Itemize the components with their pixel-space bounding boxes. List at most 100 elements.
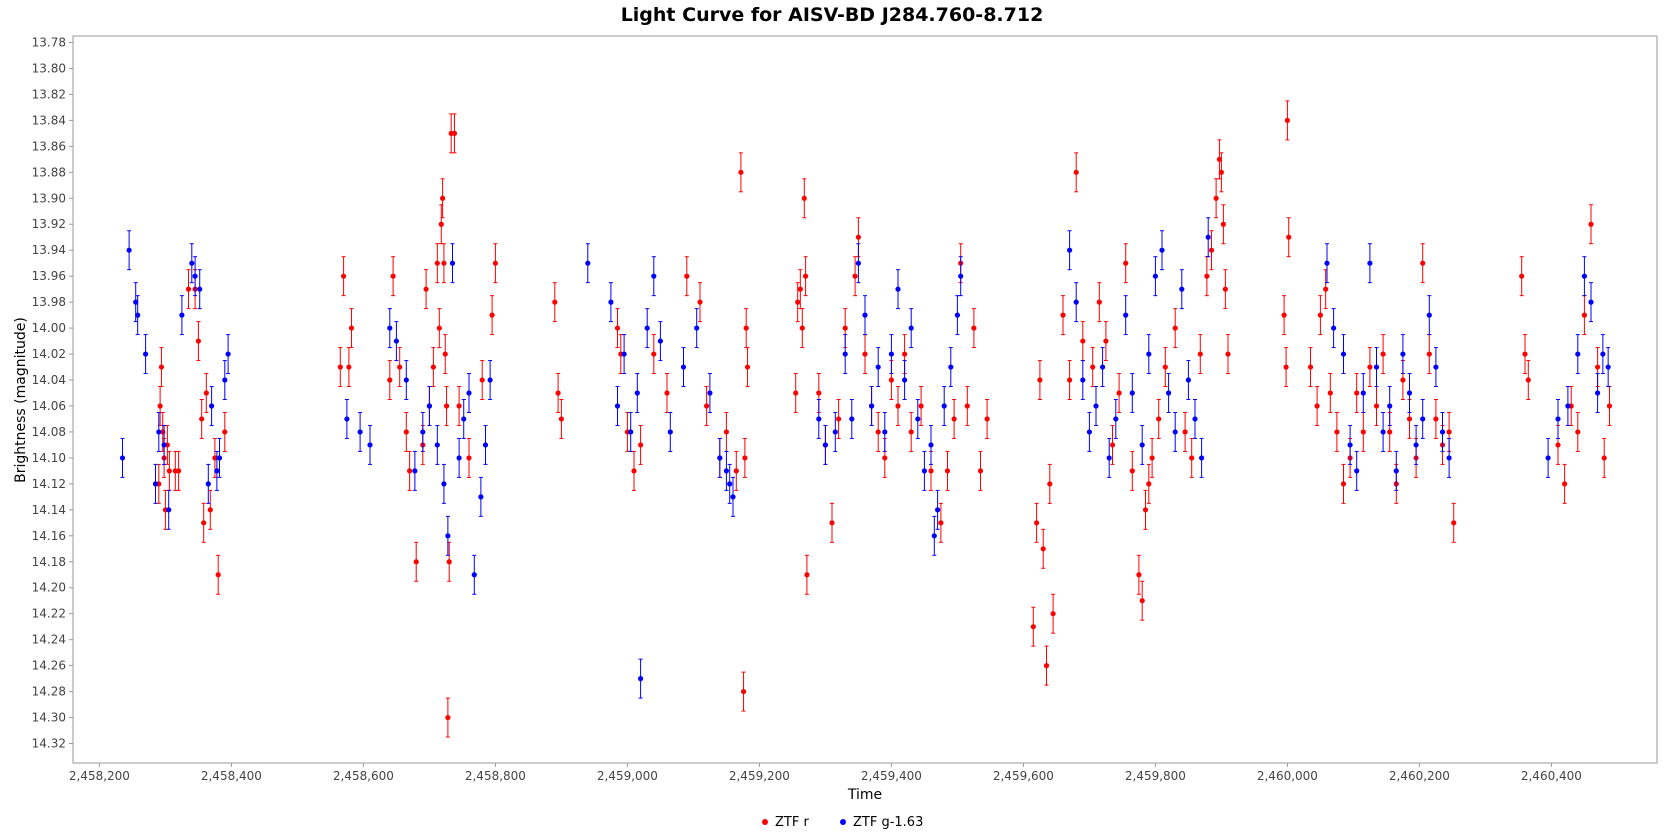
data-point <box>908 325 914 331</box>
x-tick-label: 2,460,000 <box>1257 769 1318 783</box>
data-point <box>1314 403 1320 409</box>
data-point <box>888 377 895 383</box>
data-point <box>1283 364 1289 370</box>
data-point <box>1323 286 1329 292</box>
y-tick-label: 13.86 <box>32 139 66 153</box>
y-axis-label: Brightness (magnitude) <box>13 317 29 483</box>
data-point <box>1367 364 1373 370</box>
data-point <box>1220 221 1226 227</box>
data-point <box>742 455 748 461</box>
data-point <box>1420 416 1426 422</box>
data-point <box>357 429 363 435</box>
data-point <box>1100 364 1106 370</box>
data-point <box>634 390 640 396</box>
data-point <box>205 481 211 487</box>
data-point <box>189 260 195 266</box>
data-point <box>941 403 947 409</box>
data-point <box>832 429 838 435</box>
data-point <box>1600 351 1606 357</box>
data-point <box>697 299 703 305</box>
x-tick-label: 2,458,800 <box>465 769 526 783</box>
data-point <box>951 416 957 422</box>
data-point <box>555 390 561 396</box>
data-point <box>694 325 700 331</box>
data-point <box>1426 351 1432 357</box>
y-tick-label: 14.08 <box>32 425 66 439</box>
data-point <box>216 455 223 461</box>
data-point <box>684 273 690 279</box>
data-point <box>407 468 413 474</box>
legend: ZTF r ZTF g-1.63 <box>762 815 923 830</box>
data-point <box>1139 598 1145 604</box>
data-point <box>166 507 172 513</box>
data-point <box>1080 377 1086 383</box>
y-tick-label: 14.06 <box>32 399 66 413</box>
data-point <box>608 299 614 305</box>
data-point <box>426 403 432 409</box>
series-ztf-g <box>119 217 1611 699</box>
data-point <box>1426 312 1432 318</box>
data-point <box>1205 234 1211 240</box>
data-point <box>387 377 393 383</box>
y-tick-label: 14.24 <box>32 633 66 647</box>
data-point <box>908 429 914 435</box>
data-point <box>1172 325 1178 331</box>
y-tick-label: 13.84 <box>32 113 66 127</box>
data-point <box>397 364 403 370</box>
y-tick-label: 13.78 <box>32 35 66 49</box>
data-point <box>478 494 484 500</box>
data-point <box>1307 364 1314 370</box>
data-point <box>456 403 462 409</box>
data-point <box>1555 442 1561 448</box>
data-point <box>1146 481 1152 487</box>
y-tick-label: 14.02 <box>32 347 66 361</box>
data-point <box>1601 455 1607 461</box>
data-point <box>222 377 228 383</box>
data-point <box>944 468 951 474</box>
data-point <box>176 468 182 474</box>
y-tick-label: 14.10 <box>32 451 66 465</box>
data-point <box>126 247 132 253</box>
data-point <box>816 416 822 422</box>
data-point <box>1218 169 1224 175</box>
data-point <box>1030 624 1036 630</box>
data-point <box>119 455 126 461</box>
data-point <box>1286 234 1292 240</box>
data-point <box>161 442 167 448</box>
data-point <box>1439 429 1446 435</box>
data-point <box>1116 390 1122 396</box>
y-tick-label: 14.14 <box>32 503 66 517</box>
x-tick-label: 2,459,000 <box>597 769 658 783</box>
y-tick-label: 13.90 <box>32 191 66 205</box>
data-point <box>1197 351 1203 357</box>
data-point <box>440 195 446 201</box>
data-point <box>1575 429 1581 435</box>
data-point <box>442 351 448 357</box>
data-point <box>1067 377 1073 383</box>
data-point <box>1162 364 1168 370</box>
data-point <box>1093 403 1099 409</box>
y-tick-label: 14.32 <box>32 737 66 751</box>
data-point <box>445 714 451 721</box>
data-point <box>1199 455 1205 461</box>
y-tick-label: 14.30 <box>32 711 66 725</box>
y-tick-label: 13.96 <box>32 269 66 283</box>
data-point <box>1545 455 1551 461</box>
data-point <box>727 481 733 487</box>
data-point <box>1034 520 1040 526</box>
data-point <box>438 221 444 227</box>
data-point <box>971 325 977 331</box>
data-point <box>1216 156 1223 162</box>
data-point <box>443 403 450 409</box>
data-point <box>158 364 165 370</box>
data-point <box>1067 247 1073 253</box>
data-point <box>1446 455 1452 461</box>
x-tick-label: 2,459,200 <box>729 769 790 783</box>
data-point <box>628 429 634 435</box>
y-tick-label: 14.16 <box>32 529 66 543</box>
data-point <box>1136 572 1142 578</box>
data-point <box>1204 273 1210 279</box>
x-axis-label: Time <box>847 787 882 803</box>
data-point <box>888 351 895 357</box>
data-point <box>1129 468 1135 474</box>
